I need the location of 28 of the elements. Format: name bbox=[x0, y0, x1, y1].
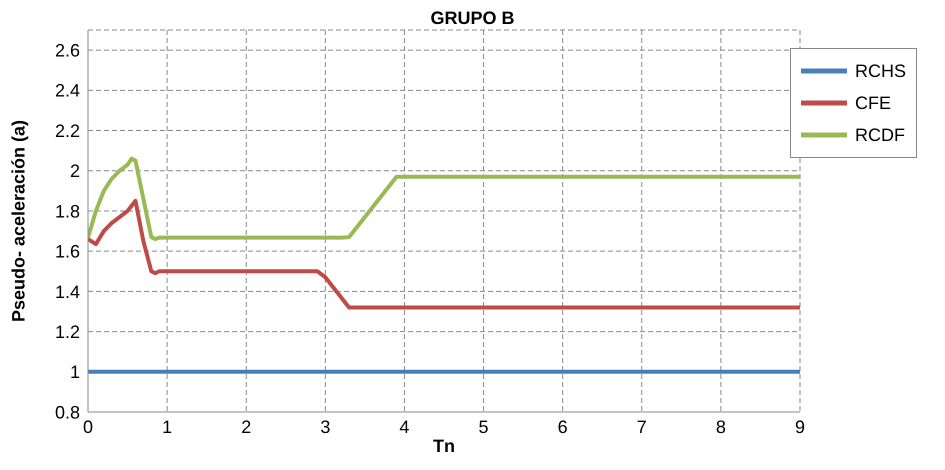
x-tick-label: 3 bbox=[320, 416, 330, 437]
y-tick-label: 2.2 bbox=[54, 120, 80, 141]
legend-label: CFE bbox=[854, 92, 891, 115]
y-tick-label: 1.8 bbox=[54, 201, 80, 222]
y-tick-label: 0.8 bbox=[54, 402, 80, 422]
x-tick-label: 6 bbox=[558, 416, 568, 437]
chart-title: GRUPO B bbox=[429, 8, 516, 29]
y-tick-label: 1 bbox=[70, 362, 80, 382]
x-tick-label: 0 bbox=[82, 416, 94, 437]
y-tick-label: 1.4 bbox=[54, 282, 80, 302]
x-tick-label: 4 bbox=[399, 416, 410, 437]
x-axis-title: Tn bbox=[432, 436, 455, 456]
x-tick-label: 2 bbox=[241, 416, 252, 437]
x-tick-label: 9 bbox=[794, 416, 805, 437]
x-tick-label: 1 bbox=[162, 416, 172, 437]
legend-label: RCDF bbox=[854, 124, 905, 147]
y-tick-label: 1.2 bbox=[54, 322, 80, 342]
y-tick-label: 2.6 bbox=[54, 40, 80, 60]
x-tick-label: 5 bbox=[478, 416, 489, 437]
y-axis-title: Pseudo- aceleración (a) bbox=[8, 120, 28, 322]
y-tick-label: 2 bbox=[70, 161, 80, 182]
x-tick-label: 7 bbox=[636, 416, 647, 437]
line-series bbox=[88, 156, 800, 242]
y-tick-label: 2.4 bbox=[54, 80, 80, 101]
x-tick-label: 8 bbox=[716, 416, 726, 437]
y-tick-label: 1.6 bbox=[54, 242, 80, 262]
line-series bbox=[88, 198, 800, 310]
legend-label: RCHS bbox=[854, 60, 906, 83]
